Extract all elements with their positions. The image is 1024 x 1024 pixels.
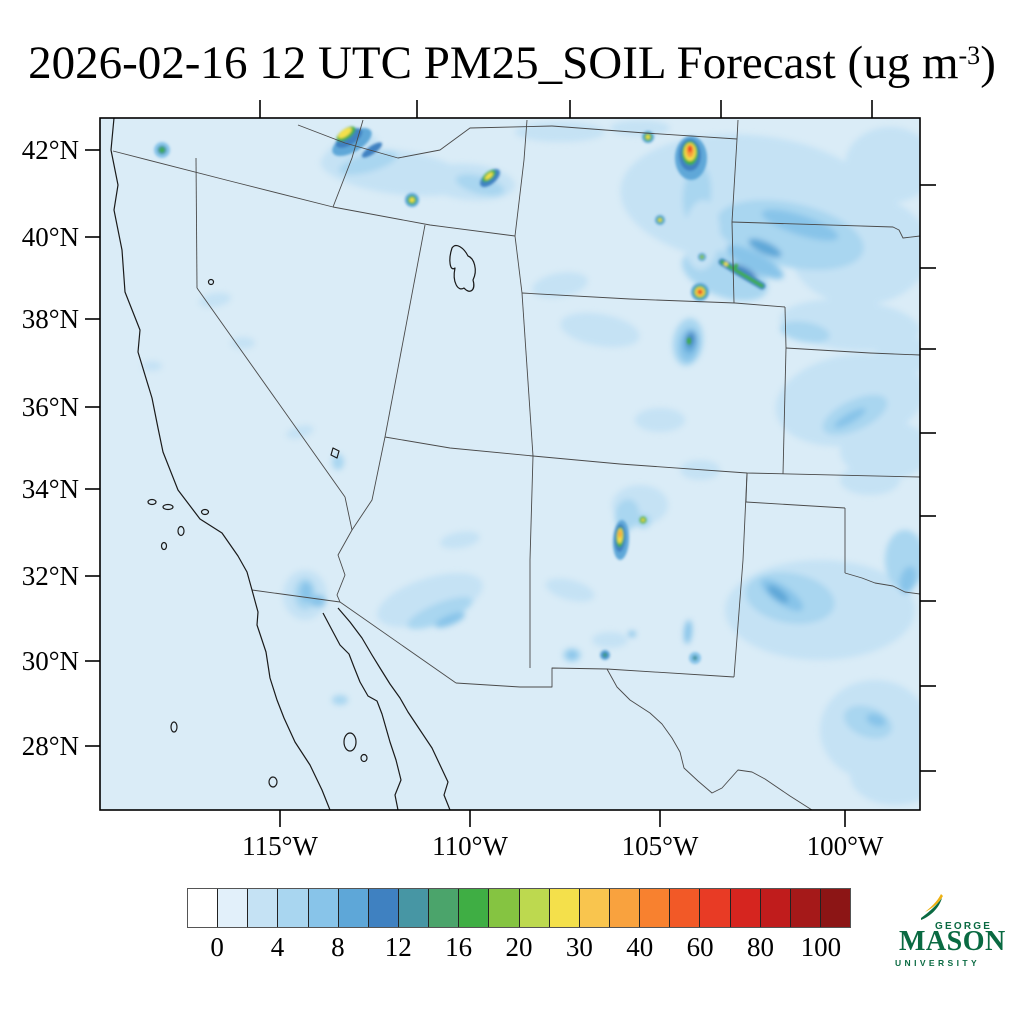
colorbar-tick-label: 40 (626, 932, 654, 962)
colorbar-cell (188, 889, 218, 927)
colorbar-tick-label: 20 (505, 932, 533, 962)
forecast-map: 42°N 40°N 38°N 36°N 34°N 32°N 30°N 28°N 115°W 110… (22, 100, 936, 861)
page-title: 2026-02-16 12 UTC PM25_SOIL Forecast (ug… (0, 26, 1024, 89)
colorbar-tick-label: 60 (686, 932, 714, 962)
title-suffix: ) (980, 37, 996, 89)
lat-label: 32°N (22, 561, 79, 591)
state-borders (112, 119, 920, 810)
lat-label: 34°N (22, 474, 79, 504)
colorbar-cell (548, 889, 579, 927)
map-area (100, 118, 920, 810)
colorbar-tick-label: 0 (210, 932, 224, 962)
colorbar-cell (428, 889, 459, 927)
colorbar-labels: 0 4 8 12 16 20 30 40 60 80 100 (187, 932, 851, 966)
colorbar-tick-label: 80 (746, 932, 774, 962)
colorbar-cell (518, 889, 549, 927)
gmu-flame-icon (921, 894, 943, 920)
gmu-mason-text: MASON (899, 926, 1006, 957)
gmu-university-text: UNIVERSITY (895, 958, 981, 968)
lat-label: 38°N (22, 304, 79, 334)
gmu-logo: GEORGE MASON UNIVERSITY (893, 894, 1011, 970)
pm25-hotspots (154, 126, 766, 664)
title-exponent: -3 (958, 41, 981, 70)
gmu-george-text: GEORGE (935, 921, 993, 932)
colorbar-cell (789, 889, 820, 927)
colorbar (187, 888, 851, 928)
colorbar-tick-label: 8 (331, 932, 345, 962)
colorbar-tick-label: 30 (565, 932, 593, 962)
colorbar-tick-label: 100 (800, 932, 842, 962)
lat-label: 36°N (22, 392, 79, 422)
lat-label: 30°N (22, 646, 79, 676)
colorbar-cell (759, 889, 790, 927)
lat-label: 40°N (22, 222, 79, 252)
colorbar-cell (247, 889, 278, 927)
colorbar-cell (819, 889, 851, 927)
colorbar-cell (397, 889, 429, 927)
colorbar-cell (488, 889, 519, 927)
colorbar-cell (578, 889, 609, 927)
colorbar-cell (699, 889, 730, 927)
colorbar-cell (337, 889, 368, 927)
lon-label: 105°W (622, 831, 699, 861)
lon-label: 115°W (242, 831, 318, 861)
lat-label: 28°N (22, 731, 79, 761)
colorbar-tick-label: 16 (445, 932, 473, 962)
lon-label: 110°W (432, 831, 508, 861)
colorbar-cell (729, 889, 760, 927)
colorbar-cell (307, 889, 338, 927)
coastline (110, 118, 476, 810)
title-text: 2026-02-16 12 UTC PM25_SOIL Forecast (ug… (28, 37, 959, 89)
axis-labels: 42°N 40°N 38°N 36°N 34°N 32°N 30°N 28°N 115°W 110… (22, 135, 884, 861)
colorbar-cell (458, 889, 489, 927)
axis-ticks (85, 100, 936, 827)
colorbar-cell (639, 889, 670, 927)
colorbar-cell (217, 889, 248, 927)
colorbar-cell (367, 889, 398, 927)
lon-label: 100°W (807, 831, 884, 861)
lat-label: 42°N (22, 135, 79, 165)
colorbar-tick-label: 4 (270, 932, 285, 962)
colorbar-tick-label: 12 (384, 932, 412, 962)
colorbar-cell (277, 889, 308, 927)
map-frame (99, 117, 921, 811)
colorbar-cell (608, 889, 640, 927)
colorbar-cell (669, 889, 700, 927)
